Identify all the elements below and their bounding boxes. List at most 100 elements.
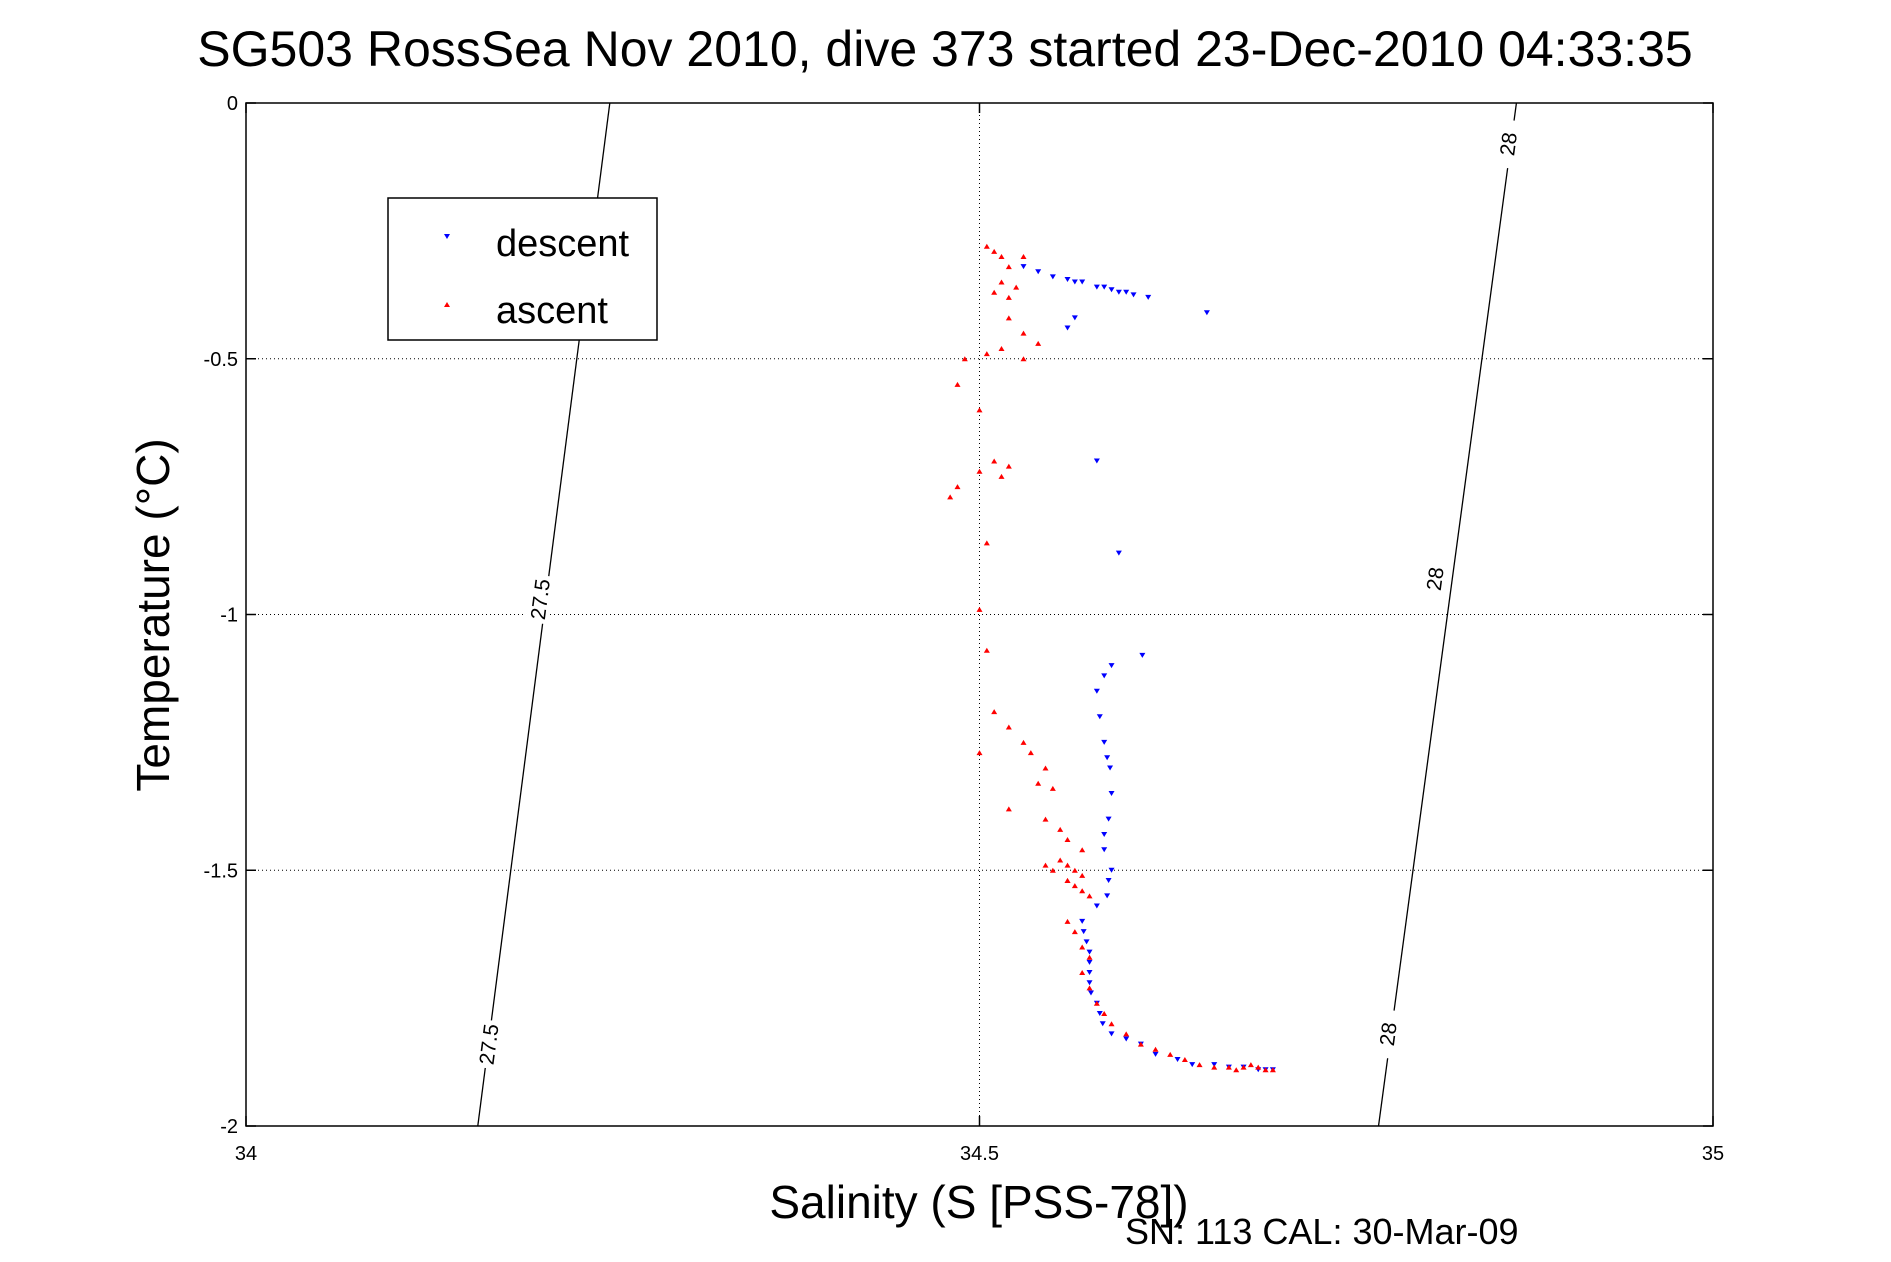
x-axis: 34 34.5 35 xyxy=(235,103,1724,1165)
ascent-point xyxy=(947,494,954,500)
isopycnal-label-bg xyxy=(522,573,555,625)
ascent-point xyxy=(1057,826,1064,832)
descent-point xyxy=(1101,847,1108,853)
ascent-point xyxy=(1123,1031,1130,1037)
isopycnal-label-group: 27.5 xyxy=(522,573,555,625)
x-tick-label: 34 xyxy=(235,1143,257,1165)
descent-point xyxy=(1115,289,1122,295)
descent-point xyxy=(1086,959,1093,965)
descent-point xyxy=(1174,1057,1181,1063)
isopycnal-label: 27.5 xyxy=(476,1023,504,1066)
isopycnal-label-group: 28 xyxy=(1417,553,1450,605)
ascent-point xyxy=(976,468,983,474)
ascent-point xyxy=(1108,1021,1115,1027)
y-tick-label: -0.5 xyxy=(204,349,238,371)
ascent-point xyxy=(998,279,1005,285)
ascent-point xyxy=(1137,1041,1144,1047)
ascent-point xyxy=(983,647,990,653)
descent-point xyxy=(1087,990,1094,996)
ascent-point xyxy=(1086,954,1093,960)
descent-point xyxy=(1093,458,1100,464)
ascent-point xyxy=(1152,1046,1159,1052)
descent-point xyxy=(1099,1021,1106,1027)
ascent-point xyxy=(1247,1062,1254,1068)
descent-point xyxy=(1108,663,1115,669)
legend-label-descent: descent xyxy=(496,223,630,265)
descent-point xyxy=(1096,1010,1103,1016)
ascent-point xyxy=(983,351,990,357)
isopycnal-line xyxy=(1377,102,1518,1127)
ascent-point xyxy=(1079,872,1086,878)
descent-point xyxy=(1105,816,1112,822)
ascent-point xyxy=(1027,750,1034,756)
ascent-point xyxy=(1181,1057,1188,1063)
ascent-point xyxy=(1042,816,1049,822)
ascent-point xyxy=(1064,877,1071,883)
ascent-point xyxy=(983,243,990,249)
x-axis-label: Salinity (S [PSS-78]) xyxy=(769,1176,1188,1228)
ascent-point xyxy=(1262,1067,1269,1073)
ascent-point xyxy=(1196,1062,1203,1068)
descent-point xyxy=(1035,269,1042,275)
legend-marker-descent xyxy=(444,234,450,239)
ascent-point xyxy=(1005,294,1012,300)
descent-point xyxy=(1108,867,1115,873)
x-tick-label: 35 xyxy=(1702,1143,1724,1165)
ascent-point xyxy=(1057,857,1064,863)
isopycnal-label-bg xyxy=(1370,1008,1403,1060)
isopycnal-label-group: 28 xyxy=(1490,118,1523,170)
ascent-point xyxy=(976,606,983,612)
descent-point xyxy=(1086,949,1093,955)
descent-point xyxy=(1064,276,1071,282)
ascent-point xyxy=(1035,340,1042,346)
ascent-point xyxy=(1079,847,1086,853)
ascent-point xyxy=(1020,330,1027,336)
ascent-point xyxy=(1005,264,1012,270)
density-contours: 27.5 27.5 28 28 28 xyxy=(471,102,1523,1127)
isopycnal-label-bg xyxy=(1417,553,1450,605)
ascent-point xyxy=(1071,883,1078,889)
ascent-point xyxy=(1020,356,1027,362)
descent-point xyxy=(1139,652,1146,658)
ascent-point xyxy=(1255,1064,1262,1070)
descent-point xyxy=(1115,550,1122,556)
descent-point xyxy=(1203,310,1210,316)
chart-title: SG503 RossSea Nov 2010, dive 373 started… xyxy=(197,21,1692,77)
ascent-point xyxy=(1167,1051,1174,1057)
descent-point xyxy=(1152,1051,1159,1057)
x-tick-label: 34.5 xyxy=(960,1143,999,1165)
descent-point xyxy=(1145,294,1152,300)
descent-point xyxy=(1096,714,1103,720)
descent-point xyxy=(1108,1031,1115,1037)
grid xyxy=(246,103,1713,1126)
descent-point xyxy=(1101,284,1108,290)
ascent-point xyxy=(1086,893,1093,899)
ascent-point xyxy=(1086,985,1093,991)
isopycnal-label: 28 xyxy=(1376,1021,1402,1047)
ascent-point xyxy=(1093,1000,1100,1006)
plot-area: 34 34.5 35 -2 -1.5 -1 -0.5 0 27.5 27.5 28 28 28 xyxy=(204,93,1725,1165)
data-points xyxy=(947,243,1276,1073)
descent-point xyxy=(1086,980,1093,986)
ascent-point xyxy=(1005,806,1012,812)
descent-point xyxy=(1108,287,1115,293)
ascent-point xyxy=(991,289,998,295)
legend: descent ascent xyxy=(387,197,658,341)
ascent-point xyxy=(1035,780,1042,786)
descent-point xyxy=(1105,877,1112,883)
ascent-point xyxy=(991,709,998,715)
ascent-point xyxy=(1064,862,1071,868)
ascent-point xyxy=(998,346,1005,352)
descent-point xyxy=(1079,279,1086,285)
ascent-point xyxy=(1071,867,1078,873)
descent-point xyxy=(1071,279,1078,285)
descent-point xyxy=(1104,755,1111,761)
descent-point xyxy=(1108,791,1115,797)
ascent-point xyxy=(1240,1064,1247,1070)
isopycnal-label: 28 xyxy=(1496,131,1522,157)
descent-point xyxy=(1086,970,1093,976)
ascent-point xyxy=(983,540,990,546)
descent-point xyxy=(1104,893,1111,899)
y-tick-label: -1.5 xyxy=(204,860,238,882)
